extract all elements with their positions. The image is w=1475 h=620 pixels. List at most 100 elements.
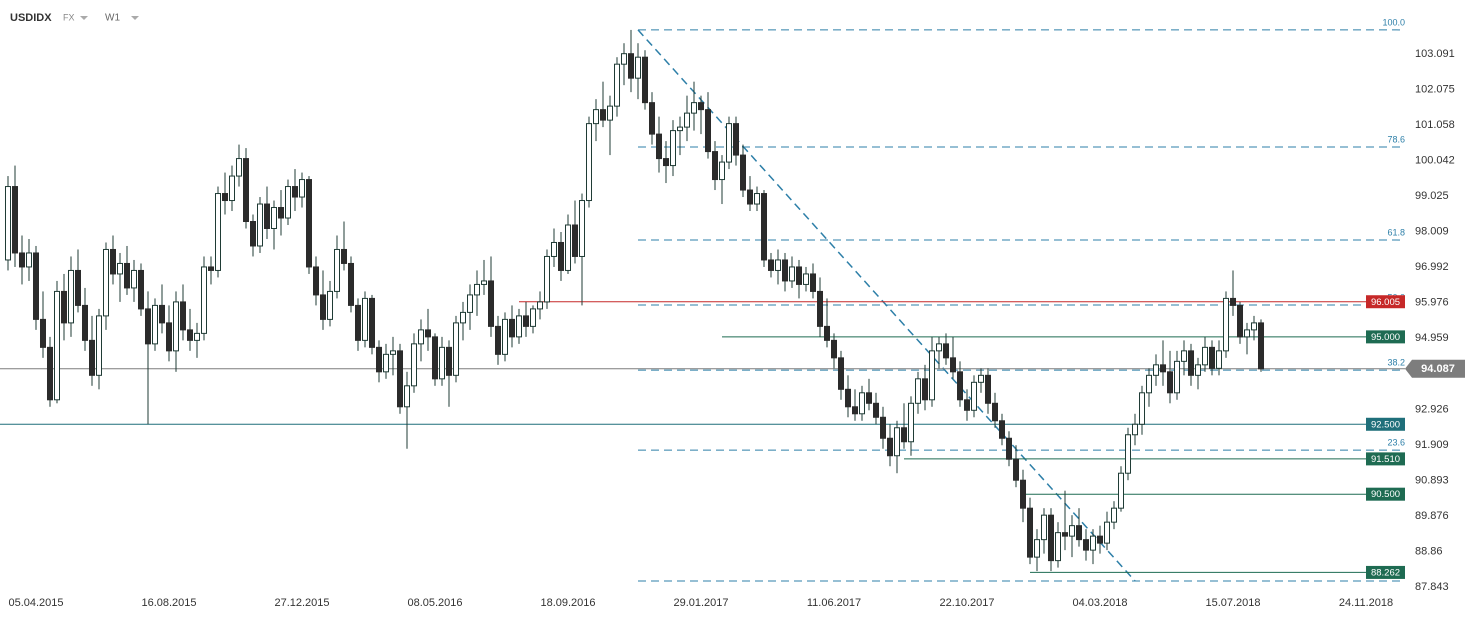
candle-body: [110, 248, 117, 275]
x-tick-label: 29.01.2017: [673, 597, 728, 609]
candle-body: [866, 392, 873, 404]
candle-body: [565, 224, 572, 271]
candle-body: [278, 207, 285, 219]
candle-body: [796, 266, 803, 285]
candle-body: [1118, 472, 1125, 509]
candle-body: [250, 221, 257, 247]
candle-body: [243, 158, 250, 223]
candle-body: [1237, 304, 1244, 338]
candle-body: [89, 339, 96, 376]
fib-label: 78.6: [1387, 134, 1405, 144]
candle-body: [852, 406, 859, 415]
candle-body: [999, 420, 1006, 439]
candle-body: [985, 374, 992, 404]
candle-body: [523, 315, 530, 327]
candle-body: [1111, 507, 1118, 523]
candle-body: [558, 241, 565, 271]
candle-body: [922, 378, 929, 401]
candle-body: [978, 374, 985, 383]
candle-body: [663, 158, 670, 167]
candle-body: [600, 109, 607, 121]
price-tag-label: 94.087: [1421, 363, 1455, 375]
y-tick-label: 100.042: [1415, 155, 1455, 167]
candle-body: [1083, 539, 1090, 551]
candle-body: [593, 109, 600, 125]
candle-body: [1153, 364, 1160, 376]
y-tick-label: 87.843: [1415, 581, 1449, 593]
candle-body: [950, 357, 957, 373]
candle-body: [859, 392, 866, 415]
candle-body: [299, 179, 306, 198]
trendline: [637, 29, 1136, 582]
candle-body: [705, 109, 712, 153]
candle-body: [761, 193, 768, 261]
candle-body: [551, 241, 558, 257]
candle-body: [775, 259, 782, 271]
caret[interactable]: [131, 16, 139, 20]
candle-body: [117, 262, 124, 275]
candle-body: [1048, 514, 1055, 562]
y-tick-label: 92.926: [1415, 403, 1449, 415]
candle-body: [824, 325, 831, 341]
candle-body: [75, 269, 82, 306]
y-tick-label: 91.909: [1415, 439, 1449, 451]
candle-body: [285, 186, 292, 219]
candle-body: [68, 269, 75, 324]
candle-body: [810, 273, 817, 292]
candle-body: [754, 193, 761, 205]
candle-body: [1013, 458, 1020, 481]
candle-body: [1230, 297, 1237, 306]
candle-body: [845, 388, 852, 408]
level-tag-label: 88.262: [1371, 567, 1400, 578]
candle-body: [1139, 392, 1146, 425]
candle-body: [1062, 532, 1069, 537]
candle-body: [733, 123, 740, 156]
candle-body: [873, 402, 880, 418]
candle-body: [474, 283, 481, 296]
candle-body: [649, 102, 656, 135]
candle-body: [222, 193, 229, 202]
x-tick-label: 04.03.2018: [1072, 597, 1127, 609]
symbol[interactable]: USDIDX: [10, 12, 52, 24]
candle-body: [397, 350, 404, 408]
candle-body: [1244, 329, 1251, 338]
candle-body: [1132, 423, 1139, 436]
candle-body: [915, 378, 922, 404]
level-tag-label: 92.500: [1371, 419, 1400, 430]
candle-body: [1160, 364, 1167, 373]
y-tick-label: 101.058: [1415, 119, 1455, 131]
candle-body: [1090, 535, 1097, 551]
candle-body: [11, 186, 18, 254]
candle-body: [502, 318, 509, 355]
x-tick-label: 11.06.2017: [807, 597, 861, 609]
candle-body: [691, 102, 698, 114]
candle-body: [509, 318, 516, 338]
candle-body: [348, 262, 355, 306]
market[interactable]: FX: [63, 12, 75, 22]
candle-body: [943, 343, 950, 359]
candle-body: [341, 248, 348, 264]
candle-body: [831, 339, 838, 359]
candle-body: [1195, 364, 1202, 376]
level-tag: [1366, 487, 1405, 501]
y-tick-label: 96.992: [1415, 261, 1449, 273]
y-tick-label: 98.009: [1415, 226, 1449, 238]
candle-body: [782, 259, 789, 282]
caret[interactable]: [80, 16, 88, 20]
candle-body: [936, 343, 943, 352]
fib-label: 100.0: [1382, 17, 1405, 27]
level-tag: [1366, 565, 1405, 579]
level-tag-label: 96.005: [1371, 297, 1400, 308]
candle-body: [1069, 525, 1076, 537]
candle-body: [747, 189, 754, 205]
level-tag-label: 91.510: [1371, 454, 1400, 465]
candle-body: [173, 301, 180, 352]
candle-body: [1216, 350, 1223, 369]
interval[interactable]: W1: [105, 13, 120, 24]
candle-body: [642, 56, 649, 104]
candle-body: [404, 385, 411, 408]
candle-body: [488, 280, 495, 327]
x-tick-label: 05.04.2015: [8, 597, 63, 609]
candle-body: [292, 186, 299, 198]
candle-body: [670, 130, 677, 167]
